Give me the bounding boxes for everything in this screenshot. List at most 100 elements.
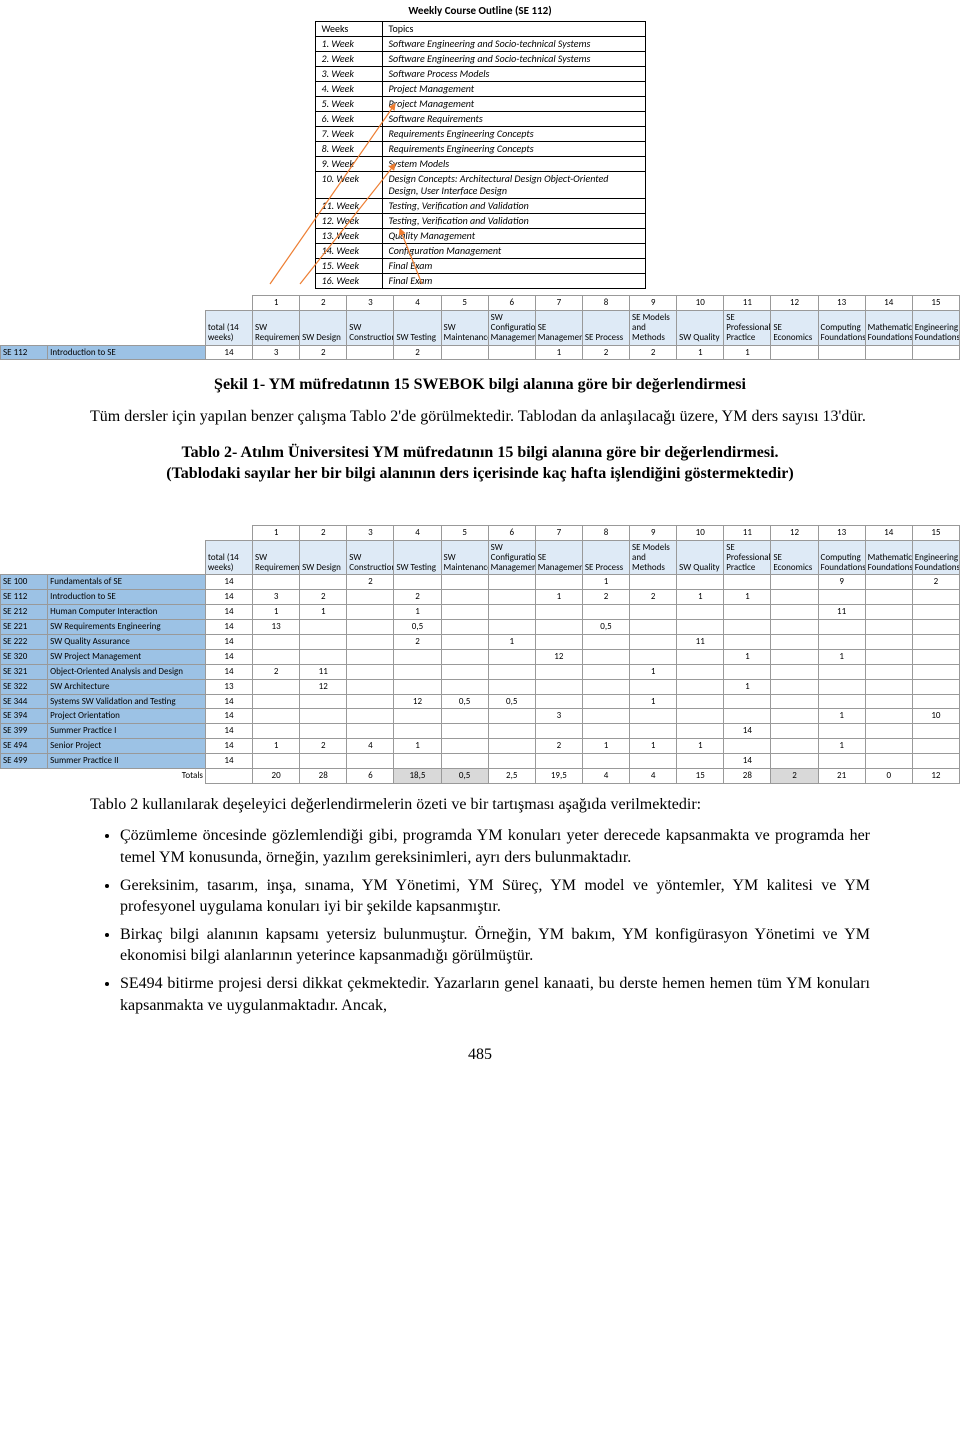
col-label: SW Construction bbox=[347, 310, 394, 345]
value-cell bbox=[771, 739, 818, 754]
col-label: SE Professional Practice bbox=[724, 310, 771, 345]
outline-week-cell: 13. Week bbox=[315, 229, 382, 244]
mapping-table-2: 123456789101112131415total (14 weeks)SW … bbox=[0, 525, 960, 784]
value-cell bbox=[582, 664, 629, 679]
value-cell bbox=[912, 664, 959, 679]
value-cell bbox=[912, 724, 959, 739]
col-num: 1 bbox=[253, 296, 300, 311]
figure-1-caption: Şekil 1- YM müfredatının 15 SWEBOK bilgi… bbox=[90, 374, 870, 396]
course-code: SE 100 bbox=[1, 575, 48, 590]
value-cell bbox=[818, 724, 865, 739]
value-cell bbox=[347, 679, 394, 694]
value-cell bbox=[300, 634, 347, 649]
bullet-item: SE494 bitirme projesi dersi dikkat çekme… bbox=[120, 973, 870, 1016]
col-num: 4 bbox=[394, 525, 441, 540]
outline-week-cell: 4. Week bbox=[315, 82, 382, 97]
course-name: Senior Project bbox=[48, 739, 206, 754]
course-code: SE 344 bbox=[1, 694, 48, 709]
value-cell bbox=[912, 605, 959, 620]
totals-cell: 15 bbox=[677, 768, 724, 783]
col-label: SW Quality bbox=[677, 310, 724, 345]
value-cell: 14 bbox=[205, 739, 252, 754]
value-cell bbox=[677, 679, 724, 694]
value-cell: 11 bbox=[818, 605, 865, 620]
course-name: SW Quality Assurance bbox=[48, 634, 206, 649]
course-name: SW Requirements Engineering bbox=[48, 620, 206, 635]
value-cell bbox=[488, 649, 535, 664]
value-cell bbox=[630, 679, 677, 694]
para-2: Tablo 2 kullanılarak deşeleyici değerlen… bbox=[90, 794, 870, 816]
col-label: SE Economics bbox=[771, 540, 818, 575]
value-cell bbox=[441, 345, 488, 360]
col-label: SW Maintenance bbox=[441, 540, 488, 575]
value-cell bbox=[677, 754, 724, 769]
course-code: SE 394 bbox=[1, 709, 48, 724]
totals-cell: 0,5 bbox=[441, 768, 488, 783]
value-cell bbox=[912, 679, 959, 694]
value-cell bbox=[253, 634, 300, 649]
value-cell: 1 bbox=[630, 664, 677, 679]
value-cell bbox=[441, 605, 488, 620]
value-cell bbox=[912, 754, 959, 769]
value-cell bbox=[818, 679, 865, 694]
value-cell bbox=[865, 709, 912, 724]
value-cell bbox=[724, 575, 771, 590]
outline-topic-cell: Quality Management bbox=[382, 229, 645, 244]
course-code: SE 499 bbox=[1, 754, 48, 769]
value-cell bbox=[535, 634, 582, 649]
totals-cell: 0 bbox=[865, 768, 912, 783]
outline-topic-cell: Project Management bbox=[382, 82, 645, 97]
totals-cell: 12 bbox=[912, 768, 959, 783]
value-cell bbox=[582, 634, 629, 649]
value-cell bbox=[582, 694, 629, 709]
col-label: SE Management bbox=[535, 310, 582, 345]
course-name: Object-Oriented Analysis and Design bbox=[48, 664, 206, 679]
value-cell bbox=[441, 709, 488, 724]
value-cell bbox=[253, 679, 300, 694]
value-cell: 1 bbox=[677, 739, 724, 754]
course-name: Fundamentals of SE bbox=[48, 575, 206, 590]
value-cell bbox=[347, 664, 394, 679]
value-cell bbox=[441, 754, 488, 769]
col-num: 8 bbox=[582, 525, 629, 540]
value-cell: 14 bbox=[205, 620, 252, 635]
course-code: SE 321 bbox=[1, 664, 48, 679]
value-cell bbox=[865, 575, 912, 590]
bullet-item: Gereksinim, tasarım, inşa, sınama, YM Yö… bbox=[120, 875, 870, 918]
course-code: SE 221 bbox=[1, 620, 48, 635]
value-cell bbox=[300, 620, 347, 635]
value-cell bbox=[818, 634, 865, 649]
course-name: Introduction to SE bbox=[48, 345, 206, 360]
col-num: 12 bbox=[771, 296, 818, 311]
value-cell: 3 bbox=[253, 590, 300, 605]
value-cell bbox=[818, 590, 865, 605]
value-cell bbox=[488, 664, 535, 679]
value-cell bbox=[771, 709, 818, 724]
value-cell bbox=[771, 620, 818, 635]
value-cell bbox=[347, 709, 394, 724]
course-code: SE 112 bbox=[1, 590, 48, 605]
value-cell: 1 bbox=[394, 739, 441, 754]
value-cell bbox=[771, 345, 818, 360]
value-cell bbox=[488, 709, 535, 724]
value-cell: 9 bbox=[818, 575, 865, 590]
value-cell bbox=[865, 664, 912, 679]
value-cell bbox=[582, 724, 629, 739]
col-label: Engineering Foundations bbox=[912, 540, 959, 575]
value-cell bbox=[865, 739, 912, 754]
col-label: SW Configuration Management bbox=[488, 310, 535, 345]
value-cell: 2 bbox=[253, 664, 300, 679]
value-cell: 14 bbox=[205, 605, 252, 620]
totals-cell: 20 bbox=[253, 768, 300, 783]
value-cell bbox=[630, 754, 677, 769]
value-cell bbox=[865, 724, 912, 739]
value-cell bbox=[394, 709, 441, 724]
value-cell bbox=[724, 634, 771, 649]
value-cell bbox=[865, 754, 912, 769]
value-cell bbox=[394, 724, 441, 739]
value-cell bbox=[865, 605, 912, 620]
outline-week-cell: 5. Week bbox=[315, 97, 382, 112]
totals-cell: 28 bbox=[724, 768, 771, 783]
col-num: 1 bbox=[253, 525, 300, 540]
value-cell bbox=[724, 739, 771, 754]
